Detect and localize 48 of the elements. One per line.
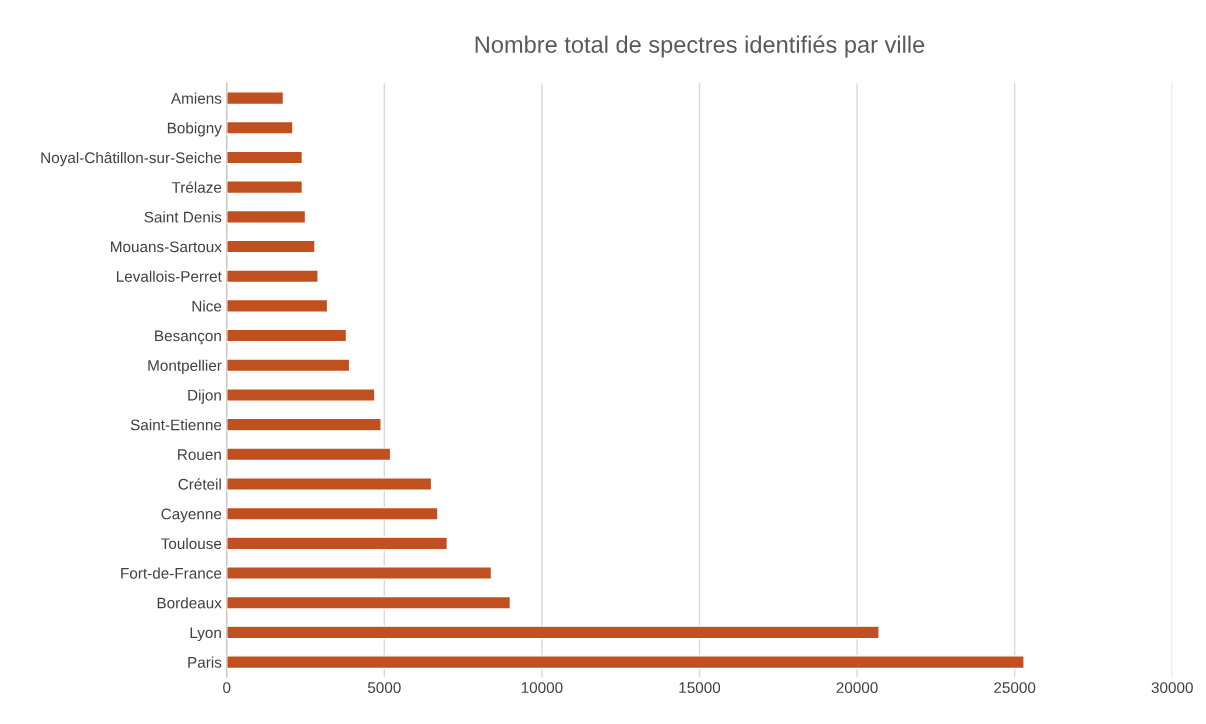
bar — [226, 655, 1025, 670]
bar — [226, 91, 285, 106]
bar — [226, 180, 304, 195]
y-tick-label: Rouen — [178, 449, 221, 460]
bar — [226, 566, 493, 580]
bar — [226, 477, 433, 491]
bar — [226, 298, 329, 313]
y-tick-label: Lyon — [190, 627, 221, 642]
bar — [226, 388, 376, 402]
chart-title: Nombre total de spectres identifiés par ville — [475, 35, 925, 58]
y-tick-label: Amiens — [170, 92, 222, 104]
x-tick-label: 0 — [223, 682, 231, 694]
bar — [226, 239, 316, 254]
y-tick-label: Besançon — [155, 330, 221, 345]
y-tick-label: Fort-de-France — [121, 567, 222, 579]
y-tick-label: Nice — [192, 300, 222, 312]
bar — [226, 536, 449, 551]
y-tick-label: Montpellier — [148, 359, 222, 374]
x-tick-label: 10000 — [521, 682, 563, 694]
bar — [226, 150, 304, 165]
y-tick-label: Créteil — [178, 478, 221, 490]
x-tick-label: 20000 — [836, 682, 878, 694]
bar — [226, 417, 382, 432]
x-tick-label: 5000 — [367, 682, 401, 694]
y-tick-label: Saint-Etienne — [130, 419, 222, 431]
bar — [226, 120, 294, 135]
bar — [226, 358, 351, 373]
y-tick-label: Bobigny — [167, 122, 222, 137]
x-tick-label: 25000 — [994, 682, 1036, 694]
bar — [226, 625, 880, 640]
y-tick-label: Saint Denis — [144, 211, 222, 223]
y-tick-label: Levallois-Perret — [116, 270, 222, 282]
x-tick-label: 15000 — [679, 682, 721, 694]
bar — [226, 328, 348, 343]
y-tick-label: Paris — [188, 656, 222, 668]
bar — [226, 595, 512, 610]
bar — [226, 269, 319, 284]
y-tick-label: Toulouse — [161, 537, 222, 550]
y-tick-label: Bordeaux — [157, 597, 222, 609]
bar — [226, 447, 392, 462]
bar — [226, 506, 439, 521]
y-tick-label: Noyal-Châtillon-sur-Seiche — [41, 151, 222, 167]
y-tick-label: Trélaze — [171, 181, 222, 193]
x-tick-label: 30000 — [1151, 682, 1193, 694]
y-tick-label: Cayenne — [161, 508, 222, 523]
y-tick-label: Mouans-Sartoux — [111, 241, 222, 253]
y-tick-label: Dijon — [188, 389, 221, 404]
bar — [226, 209, 307, 224]
